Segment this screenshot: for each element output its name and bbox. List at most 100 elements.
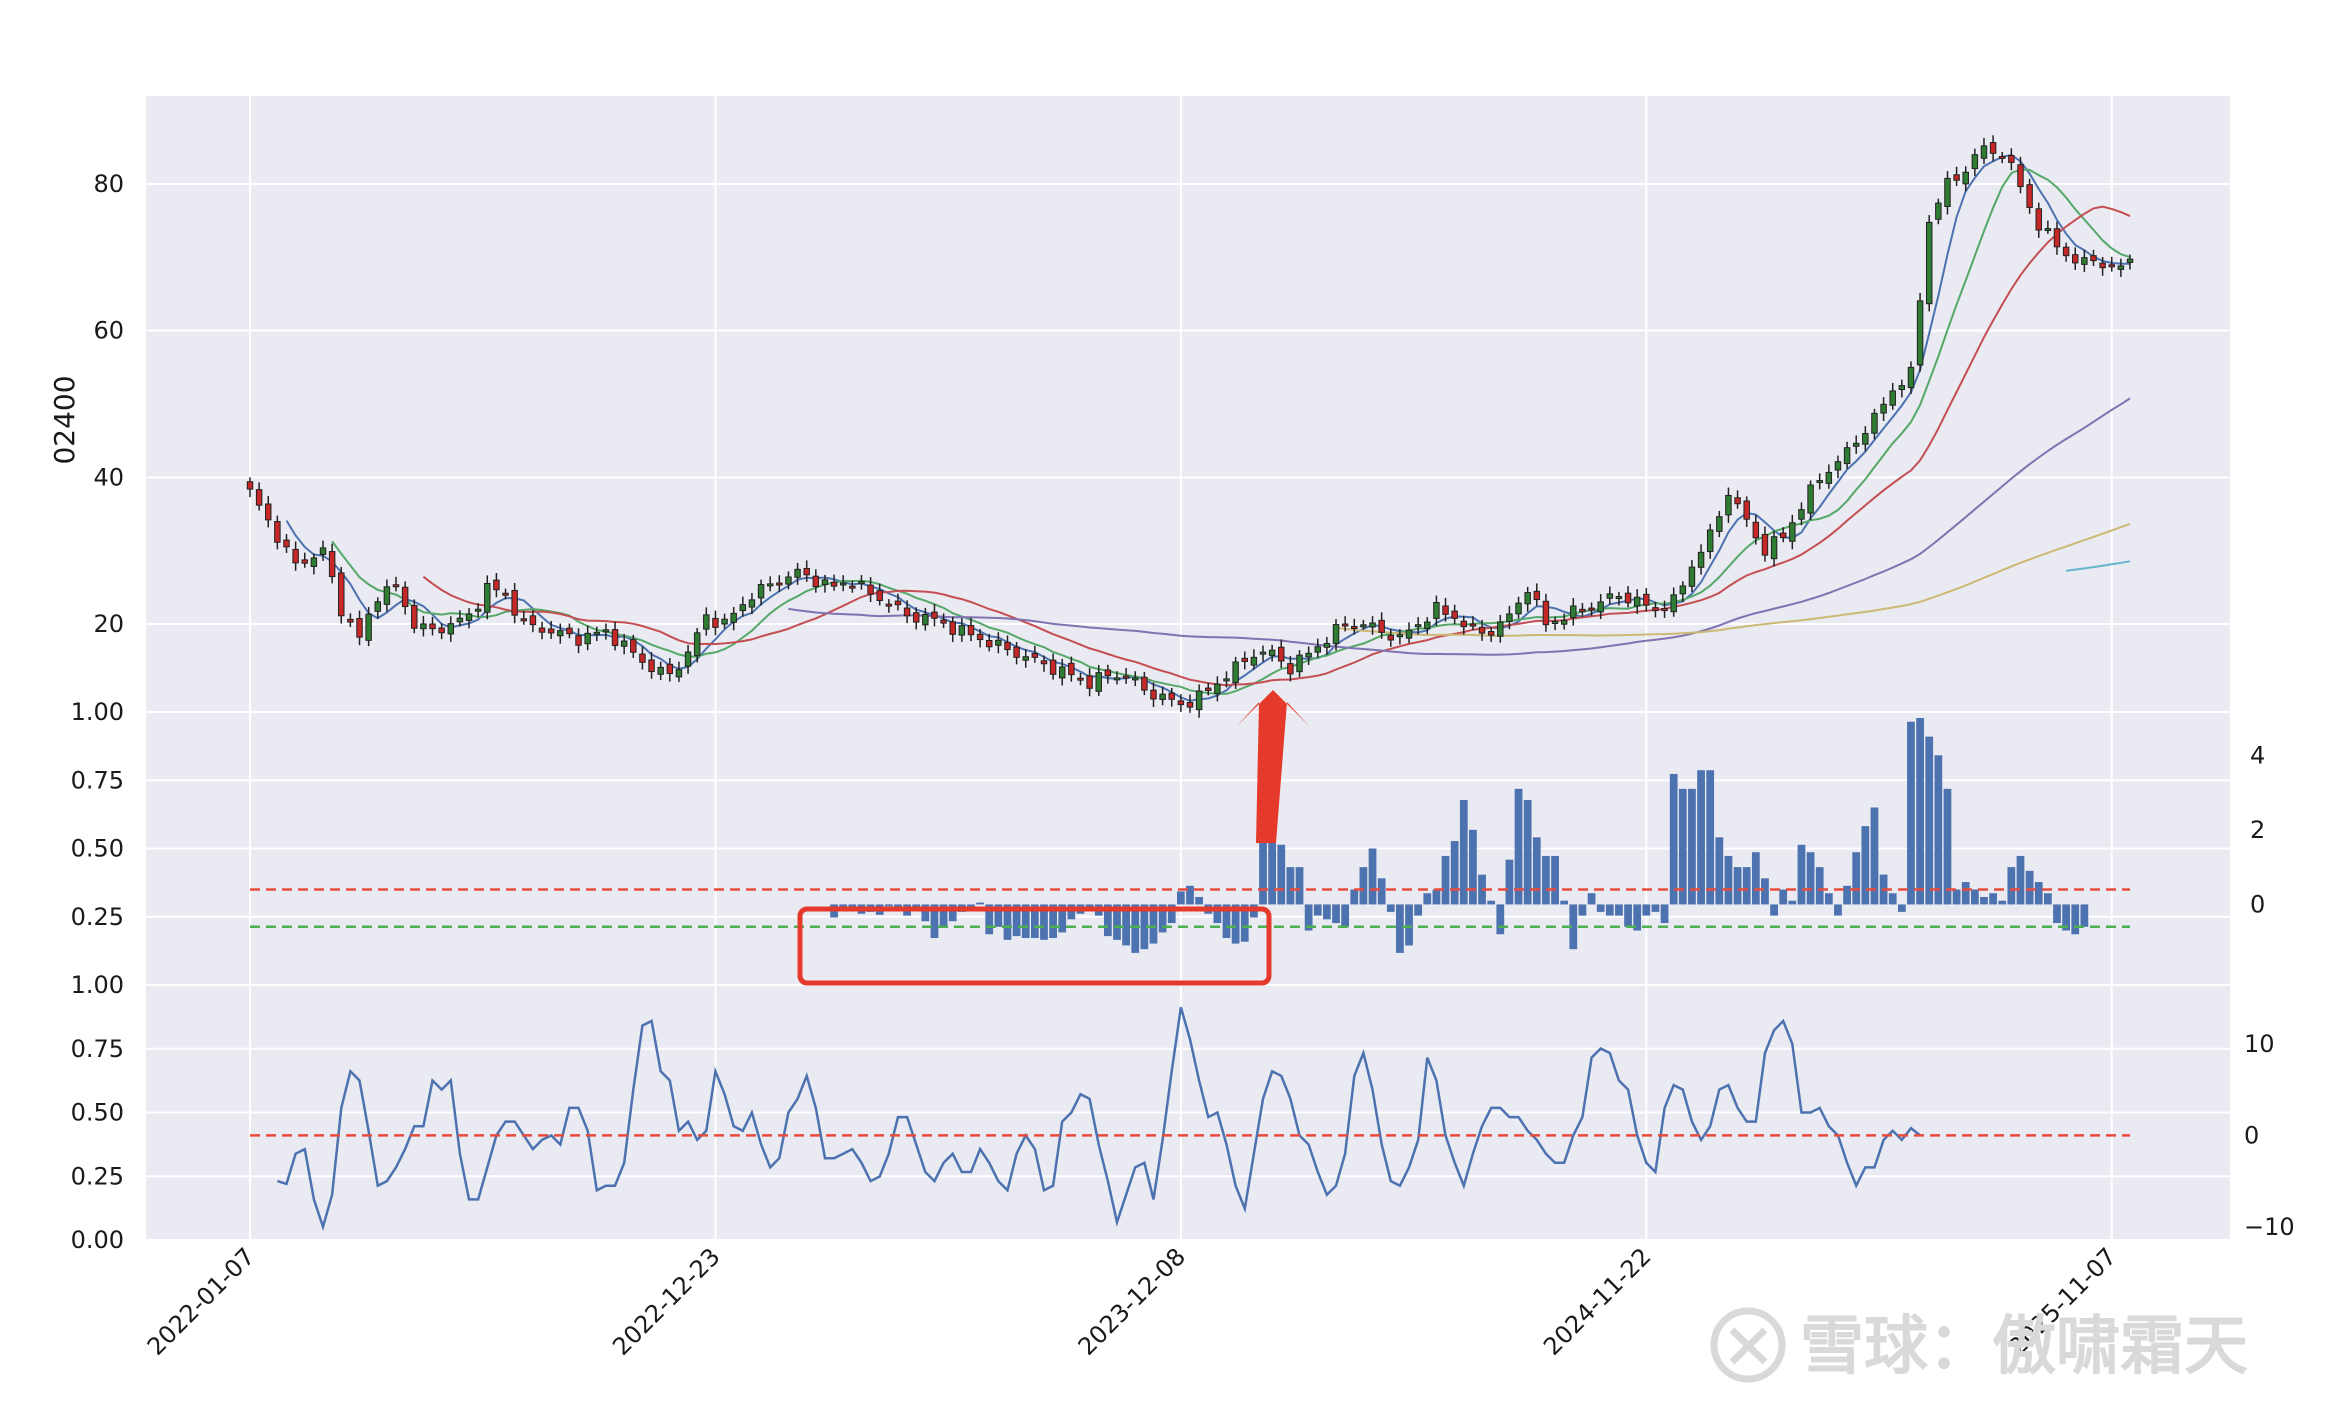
- candle-body: [1259, 651, 1267, 655]
- candle-body: [1615, 596, 1623, 600]
- candle-body: [1314, 646, 1322, 653]
- candle-body: [812, 575, 820, 588]
- bar-left-tick-label: 0.75: [71, 766, 124, 794]
- ma-line: [285, 153, 2131, 702]
- candle-body: [1533, 590, 1541, 601]
- histogram-bar: [1925, 736, 1934, 905]
- histogram-bar: [1615, 904, 1623, 916]
- candle-body: [1734, 497, 1741, 505]
- histogram-bar: [2080, 904, 2089, 927]
- histogram-bar: [1167, 904, 1176, 924]
- histogram-bar: [1697, 770, 1705, 905]
- candle-body: [1223, 678, 1230, 682]
- ma-line: [331, 168, 2131, 695]
- candle-body: [1752, 521, 1760, 539]
- candle-body: [1159, 693, 1166, 700]
- candle-body: [1852, 442, 1860, 447]
- histogram-bar: [1313, 904, 1322, 916]
- candle-body: [1305, 652, 1312, 658]
- candle-body: [1798, 509, 1805, 520]
- candle-body: [347, 618, 354, 623]
- histogram-bar: [1012, 904, 1021, 937]
- candle-body: [712, 617, 719, 628]
- histogram-bar: [1304, 904, 1313, 931]
- histogram-bar: [1861, 826, 1870, 905]
- candle-body: [639, 653, 646, 663]
- histogram-bar: [1350, 889, 1359, 905]
- candle-body: [1925, 221, 1933, 305]
- histogram-bar: [1706, 770, 1715, 905]
- candle-body: [1132, 677, 1139, 681]
- histogram-bar: [985, 904, 994, 935]
- histogram-bar: [1934, 755, 1943, 905]
- histogram-bar: [2016, 855, 2025, 905]
- candle-body: [1889, 390, 1896, 406]
- candle-body: [1086, 675, 1093, 689]
- histogram-bar: [2071, 904, 2080, 935]
- candle-body: [1469, 623, 1477, 627]
- histogram-bar: [1505, 859, 1514, 905]
- candle-body: [1351, 625, 1358, 629]
- histogram-bar: [1122, 904, 1130, 946]
- candle-body: [1405, 629, 1413, 639]
- candle-body: [1551, 620, 1559, 624]
- candle-body: [2044, 228, 2052, 232]
- candle-body: [1962, 171, 1969, 185]
- histogram-bar: [1368, 848, 1377, 905]
- candle-body: [484, 582, 491, 613]
- candle-body: [2081, 257, 2088, 265]
- histogram-bar: [948, 904, 957, 922]
- candle-body: [1606, 593, 1614, 599]
- candle-body: [1433, 602, 1440, 619]
- histogram-bar: [1824, 893, 1833, 905]
- candle-body: [493, 579, 500, 591]
- candle-body: [557, 630, 564, 637]
- bar-left-tick-label: 1.00: [71, 698, 124, 726]
- histogram-bar: [1140, 904, 1149, 950]
- histogram-bar: [1195, 896, 1204, 905]
- histogram-bar: [1523, 800, 1532, 905]
- histogram-bar: [1998, 900, 2007, 905]
- candle-body: [912, 612, 920, 623]
- histogram-bar: [1815, 867, 1824, 905]
- histogram-bar: [1788, 900, 1797, 905]
- oscillator-right-tick-label: 0: [2244, 1121, 2259, 1149]
- histogram-bar: [1049, 904, 1057, 938]
- candle-body: [1013, 646, 1020, 658]
- candle-body: [2117, 265, 2125, 270]
- candle-body: [374, 601, 382, 612]
- candle-body: [976, 633, 984, 641]
- candle-body: [1378, 619, 1385, 633]
- candle-body: [766, 583, 774, 587]
- candle-body: [292, 548, 299, 564]
- price-y-tick-label: 40: [93, 463, 124, 491]
- candle-body: [1725, 494, 1732, 516]
- candle-body: [1442, 605, 1449, 615]
- candle-body: [958, 625, 966, 636]
- candle-body: [2072, 254, 2079, 264]
- histogram-bar: [2034, 882, 2043, 905]
- candle-body: [995, 639, 1002, 646]
- candle-body: [2026, 184, 2033, 208]
- candle-body: [1460, 620, 1468, 628]
- candle-body: [1323, 642, 1331, 648]
- candle-body: [456, 617, 464, 623]
- candle-body: [940, 619, 947, 624]
- histogram-bar: [1176, 891, 1185, 905]
- candle-body: [429, 623, 436, 630]
- candle-body: [1506, 613, 1513, 622]
- oscillator-left-tick-label: 0.75: [71, 1035, 124, 1063]
- oscillator-line: [277, 1006, 1921, 1232]
- bar-left-tick-label: 0.50: [71, 835, 124, 863]
- candle-body: [1141, 676, 1148, 691]
- histogram-bar: [1240, 904, 1249, 942]
- candle-body: [1122, 675, 1130, 679]
- candle-body: [1150, 689, 1157, 700]
- histogram-bar: [1286, 867, 1295, 905]
- candle-body: [1570, 605, 1577, 619]
- candle-body: [2035, 208, 2042, 231]
- histogram-bar: [1642, 904, 1651, 916]
- candle-body: [1186, 702, 1194, 708]
- candle-body: [1341, 623, 1349, 627]
- candle-body: [1560, 620, 1568, 625]
